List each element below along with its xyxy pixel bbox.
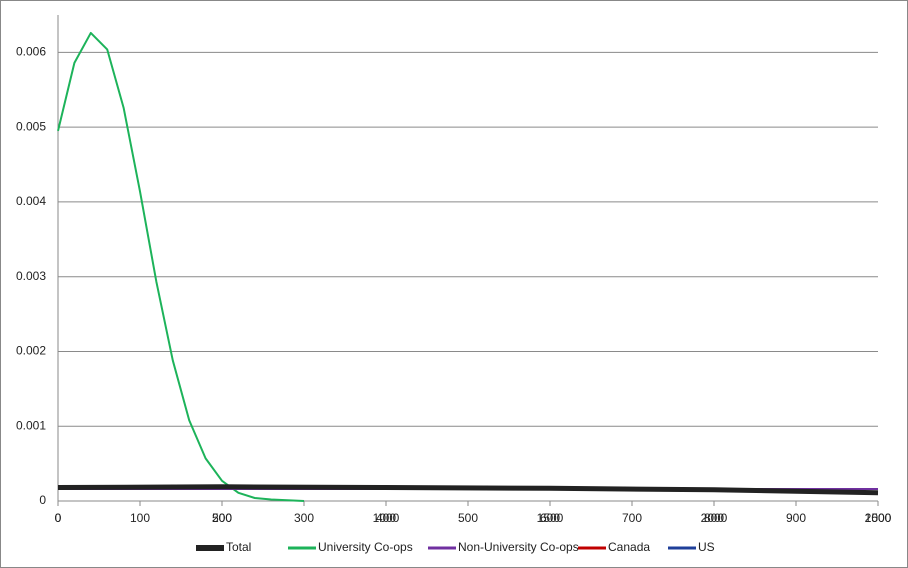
legend-label: Total: [226, 540, 251, 554]
y-tick-label: 0.005: [16, 119, 46, 133]
x-tick-label: 500: [458, 511, 478, 525]
x-tick-label: 1000: [865, 511, 892, 525]
series-line: [57, 484, 879, 496]
y-tick-label: 0.004: [16, 194, 46, 208]
x-tick-label: 2000: [701, 511, 728, 525]
x-tick-label: 500: [212, 511, 232, 525]
x-tick-label: 700: [622, 511, 642, 525]
legend-label: Canada: [608, 540, 650, 554]
y-tick-label: 0.006: [16, 45, 46, 59]
x-tick-label: 2500: [865, 511, 892, 525]
x-tick-label: 300: [294, 511, 314, 525]
x-tick-label: 200: [212, 511, 232, 525]
x-tick-label: 100: [130, 511, 150, 525]
x-tick-label: 1000: [373, 511, 400, 525]
y-tick-label: 0.002: [16, 344, 46, 358]
x-tick-label: 0: [55, 511, 62, 525]
legend-label: US: [698, 540, 715, 554]
x-tick-label: 600: [540, 511, 560, 525]
x-tick-label: 900: [786, 511, 806, 525]
y-tick-label: 0: [39, 493, 46, 507]
x-tick-label: 0: [55, 511, 62, 525]
y-tick-label: 0.001: [16, 418, 46, 432]
legend-label: University Co-ops: [318, 540, 413, 554]
x-tick-label: 1500: [537, 511, 564, 525]
series-line: [57, 31, 305, 502]
x-tick-label: 800: [704, 511, 724, 525]
y-tick-label: 0.003: [16, 269, 46, 283]
legend-label: Non-University Co-ops: [458, 540, 579, 554]
x-tick-label: 400: [376, 511, 396, 525]
